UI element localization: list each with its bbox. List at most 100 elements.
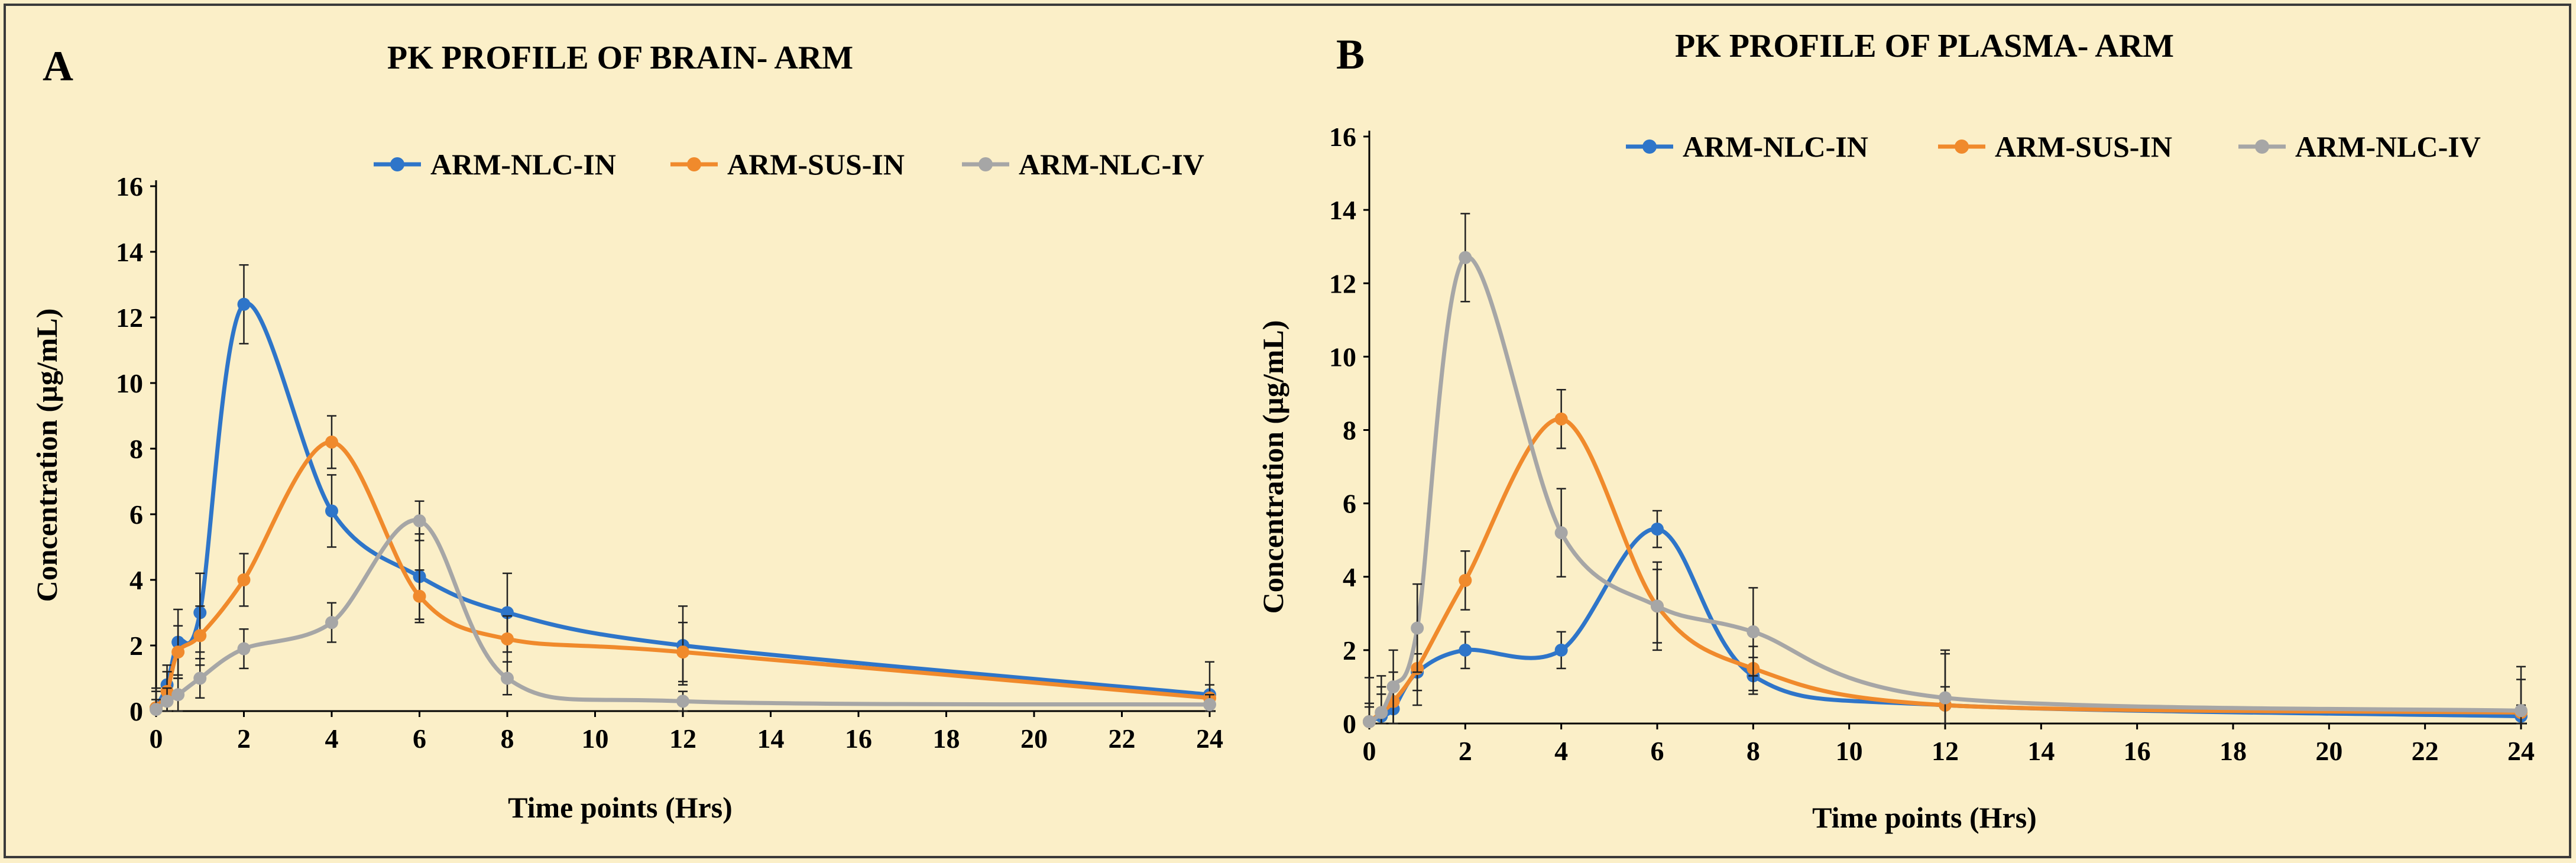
panel-b-data-point	[1554, 643, 1568, 657]
panel-b-data-point	[1651, 523, 1664, 536]
panel-a-y-tick-label: 4	[129, 565, 143, 595]
panel-b-y-tick-label: 0	[1343, 709, 1356, 739]
panel-b-legend-label: ARM-NLC-IN	[1683, 130, 1868, 163]
panel-b-x-axis-label: Time points (Hrs)	[1812, 801, 2037, 834]
panel-a-data-point	[676, 695, 689, 708]
panel-a-x-tick-label: 6	[413, 724, 426, 754]
panel-a-legend-marker	[687, 157, 701, 171]
panel-a-data-point	[237, 573, 251, 586]
panel-a-x-tick-label: 16	[845, 724, 872, 754]
chart-canvas: A PK PROFILE OF BRAIN- ARM Time points (…	[30, 28, 2535, 834]
panel-b-legend-marker	[2255, 139, 2269, 154]
panel-b-data-point	[1459, 573, 1472, 587]
panel-a-x-tick-label: 20	[1020, 724, 1048, 754]
panel-a-x-tick-label: 8	[501, 724, 514, 754]
panel-a-data-point	[160, 695, 174, 708]
panel-a-x-tick-label: 12	[669, 724, 696, 754]
panel-b-x-tick-label: 12	[1932, 736, 1959, 766]
panel-a-data-point	[193, 629, 207, 643]
panel-a-legend-label: ARM-NLC-IN	[430, 148, 616, 181]
panel-a-legend-marker	[390, 157, 404, 171]
panel-b-legend-item: ARM-SUS-IN	[1938, 130, 2172, 163]
panel-a-legend-item: ARM-NLC-IN	[374, 148, 616, 181]
panel-b-x-tick-label: 18	[2219, 736, 2247, 766]
panel-b-y-axis-label: Concentration (µg/mL)	[1256, 320, 1289, 614]
panel-b-title: PK PROFILE OF PLASMA- ARM	[1675, 28, 2174, 64]
panel-b-legend-item: ARM-NLC-IV	[2238, 130, 2481, 163]
panel-b-x-tick-label: 8	[1747, 736, 1760, 766]
panel-b-x-tick-label: 24	[2507, 736, 2535, 766]
panel-b-data-point	[1747, 625, 1760, 638]
panel-a-series-arm-sus-in	[150, 415, 1216, 715]
panel-b-data-point	[1554, 526, 1568, 540]
panel-a-line-arm-sus-in	[154, 440, 1210, 709]
panel-b-y-tick-label: 8	[1343, 416, 1356, 446]
panel-a-title: PK PROFILE OF BRAIN- ARM	[387, 40, 853, 76]
figure: A PK PROFILE OF BRAIN- ARM Time points (…	[4, 4, 2571, 858]
panel-a-data-point	[413, 514, 426, 528]
panel-a-x-tick-label: 2	[237, 724, 251, 754]
panel-a-y-axis-label: Concentration (µg/mL)	[30, 309, 63, 602]
panel-b-y-tick-label: 10	[1329, 342, 1356, 372]
panel-a-y-tick-label: 2	[129, 631, 143, 661]
panel-b-x-tick-label: 20	[2315, 736, 2342, 766]
panel-a-x-tick-label: 4	[325, 724, 339, 754]
panel-a-data-point	[150, 703, 163, 716]
panel-a-data-point	[171, 645, 185, 659]
panel-b-data-point	[1939, 691, 1952, 705]
panel-a-y-tick-label: 0	[129, 696, 143, 726]
panel-b-x-tick-label: 4	[1554, 736, 1568, 766]
panel-a-x-tick-label: 24	[1196, 724, 1223, 754]
panel-b-x-tick-label: 6	[1651, 736, 1664, 766]
panel-a: A PK PROFILE OF BRAIN- ARM Time points (…	[30, 40, 853, 824]
panel-b-legend-label: ARM-SUS-IN	[1995, 130, 2172, 163]
panel-b-y-tick-label: 16	[1329, 122, 1356, 152]
panel-a-legend-marker	[978, 157, 993, 171]
panel-b-y-tick-label: 4	[1343, 562, 1356, 592]
panel-a-data-point	[325, 504, 338, 518]
panel-a-letter: A	[43, 43, 73, 90]
panel-b-series-arm-nlc-iv	[1363, 213, 2528, 728]
panel-b-x-tick-label: 10	[1836, 736, 1863, 766]
panel-a-y-tick-label: 14	[116, 237, 143, 267]
panel-a-y-tick-label: 16	[116, 171, 143, 202]
panel-a-x-tick-label: 22	[1109, 724, 1136, 754]
panel-a-x-tick-label: 18	[933, 724, 960, 754]
panel-b-data-point	[1363, 715, 1376, 728]
panel-a-legend-item: ARM-SUS-IN	[670, 148, 905, 181]
panel-a-data-point	[237, 642, 251, 656]
panel-b-x-tick-label: 22	[2412, 736, 2439, 766]
panel-b-data-point	[1411, 621, 1424, 635]
panel-b-data-point	[1375, 706, 1388, 719]
panel-a-data-point	[237, 297, 251, 311]
panel-b-data-point	[2515, 704, 2528, 718]
panel-a-y-tick-label: 10	[116, 368, 143, 398]
panel-a-data-point	[193, 671, 207, 685]
panel-b-data-point	[1459, 643, 1472, 657]
panel-a-legend-label: ARM-SUS-IN	[727, 148, 905, 181]
panel-b-legend-marker	[1642, 139, 1657, 154]
panel-b-y-tick-label: 6	[1343, 489, 1356, 519]
panel-a-x-axis-label: Time points (Hrs)	[508, 791, 733, 824]
panel-a-data-point	[501, 671, 514, 685]
panel-a-data-point	[325, 616, 338, 630]
panel-a-series-arm-nlc-iv	[150, 500, 1216, 716]
panel-a-data-point	[413, 589, 426, 603]
panel-a-y-tick-label: 8	[129, 434, 143, 464]
panel-a-x-tick-label: 10	[582, 724, 609, 754]
panel-a-legend-item: ARM-NLC-IV	[962, 148, 1204, 181]
panel-a-x-tick-label: 14	[757, 724, 785, 754]
panel-a-data-point	[501, 632, 514, 645]
panel-b-data-point	[1554, 412, 1568, 426]
panel-b-x-tick-label: 14	[2027, 736, 2055, 766]
panel-a-data-point	[325, 435, 338, 449]
panel-b-letter: B	[1336, 31, 1365, 78]
panel-b-x-tick-label: 0	[1363, 736, 1376, 766]
panel-a-data-point	[676, 645, 689, 659]
panel-b-legend-label: ARM-NLC-IV	[2295, 130, 2481, 163]
panel-b-line-arm-sus-in	[1368, 417, 2522, 724]
panel-a-data-point	[171, 688, 185, 702]
panel-b-x-tick-label: 16	[2124, 736, 2151, 766]
